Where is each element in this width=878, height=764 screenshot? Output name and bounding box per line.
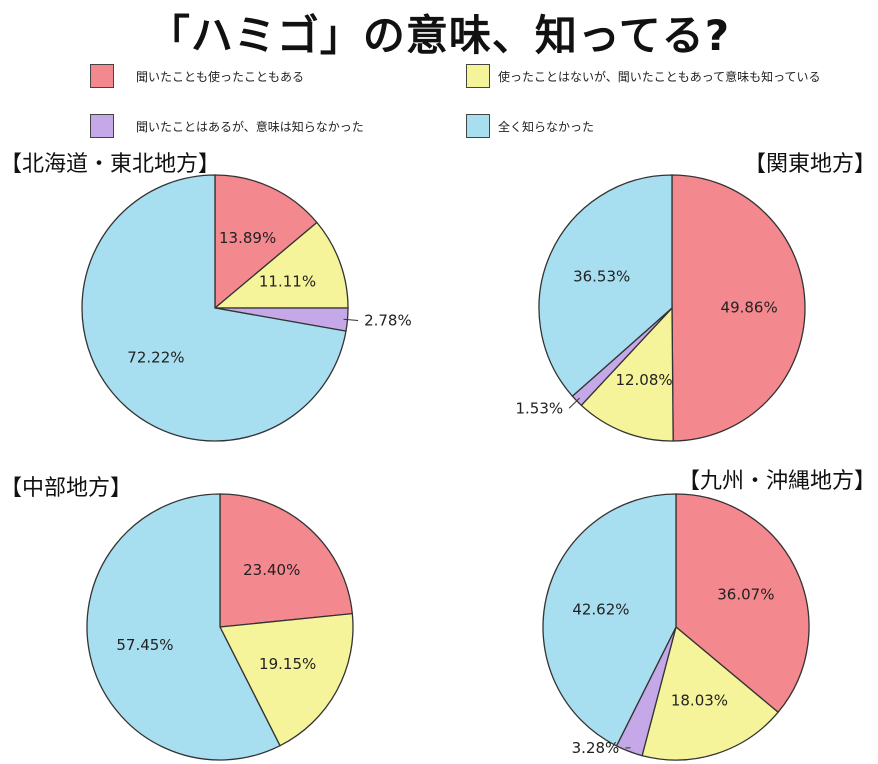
slice-know-meaning bbox=[580, 306, 674, 442]
data-label: 36.53% bbox=[573, 267, 630, 285]
slice-heard-and-used bbox=[675, 493, 810, 714]
data-label: 18.03% bbox=[671, 691, 728, 709]
slice-never-knew bbox=[538, 174, 673, 398]
legend-swatch bbox=[466, 64, 490, 88]
legend-swatch bbox=[90, 64, 114, 88]
data-label: 11.11% bbox=[259, 273, 316, 291]
pie-kyushu-okinawa: 36.07% 18.03% 3.28% 42.62% bbox=[542, 493, 810, 761]
region-title-kanto: 【関東地方】 bbox=[743, 152, 876, 177]
legend-label: 全く知らなかった bbox=[498, 119, 595, 134]
data-label: 57.45% bbox=[116, 636, 173, 654]
data-label: 13.89% bbox=[219, 229, 276, 247]
data-label: 23.40% bbox=[243, 561, 300, 579]
slice-heard-and-used bbox=[671, 174, 806, 442]
legend-label: 使ったことはないが、聞いたこともあって意味も知っている bbox=[498, 69, 821, 84]
pie-hokkaido-tohoku: 13.89% 11.11% 2.78% 72.22% bbox=[81, 174, 412, 442]
slice-heard-and-used bbox=[214, 174, 318, 310]
data-label: 36.07% bbox=[717, 585, 774, 603]
data-label: 1.53% bbox=[515, 399, 563, 417]
legend-item-heard-and-used: 聞いたことも使ったこともある bbox=[90, 64, 304, 88]
chart-title: 「ハミゴ」の意味、知ってる? bbox=[147, 11, 731, 60]
region-title-hokkaido-tohoku: 【北海道・東北地方】 bbox=[0, 152, 221, 177]
leader-line bbox=[343, 318, 359, 322]
region-title-kyushu-okinawa: 【九州・沖縄地方】 bbox=[677, 469, 876, 494]
region-title-chubu: 【中部地方】 bbox=[0, 476, 133, 501]
legend-label: 聞いたことはあるが、意味は知らなかった bbox=[136, 119, 364, 134]
legend-label: 聞いたことも使ったこともある bbox=[136, 69, 305, 84]
legend-swatch bbox=[466, 114, 490, 138]
slice-never-knew bbox=[86, 493, 281, 761]
pie-chubu: 23.40% 19.15% 57.45% bbox=[86, 493, 354, 761]
data-label: 12.08% bbox=[615, 371, 672, 389]
pie-kanto: 49.86% 12.08% 1.53% 36.53% bbox=[515, 174, 806, 442]
slice-never-knew bbox=[81, 174, 347, 442]
slice-know-meaning bbox=[213, 221, 349, 309]
data-label: 49.86% bbox=[721, 299, 778, 317]
slice-never-knew bbox=[542, 493, 677, 747]
data-label: 42.62% bbox=[572, 600, 629, 618]
data-label: 3.28% bbox=[572, 739, 620, 757]
data-label: 19.15% bbox=[259, 655, 316, 673]
slice-heard-and-used bbox=[219, 493, 354, 628]
slice-know-meaning bbox=[218, 612, 354, 747]
slice-know-meaning bbox=[641, 625, 780, 761]
leader-line bbox=[568, 397, 580, 409]
legend-item-heard-not-meaning: 聞いたことはあるが、意味は知らなかった bbox=[90, 114, 364, 138]
legend-swatch bbox=[90, 114, 114, 138]
legend-item-know-meaning: 使ったことはないが、聞いたこともあって意味も知っている bbox=[466, 64, 821, 88]
data-label: 2.78% bbox=[364, 312, 412, 330]
data-label: 72.22% bbox=[127, 349, 184, 367]
legend-item-never-knew: 全く知らなかった bbox=[466, 114, 594, 138]
